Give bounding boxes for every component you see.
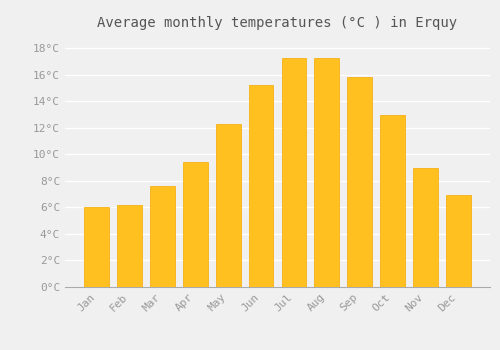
Bar (348, 77, 372, 287)
Bar (84, 208, 109, 287)
Bar (413, 168, 438, 287)
Title: Average monthly temperatures (°C ) in Erquy: Average monthly temperatures (°C ) in Er… (98, 16, 458, 30)
Bar (117, 205, 142, 287)
Bar (183, 162, 208, 287)
Bar (446, 196, 470, 287)
Bar (150, 186, 174, 287)
Bar (314, 57, 339, 287)
Bar (380, 114, 405, 287)
Bar (282, 57, 306, 287)
Bar (248, 85, 274, 287)
Bar (216, 124, 240, 287)
